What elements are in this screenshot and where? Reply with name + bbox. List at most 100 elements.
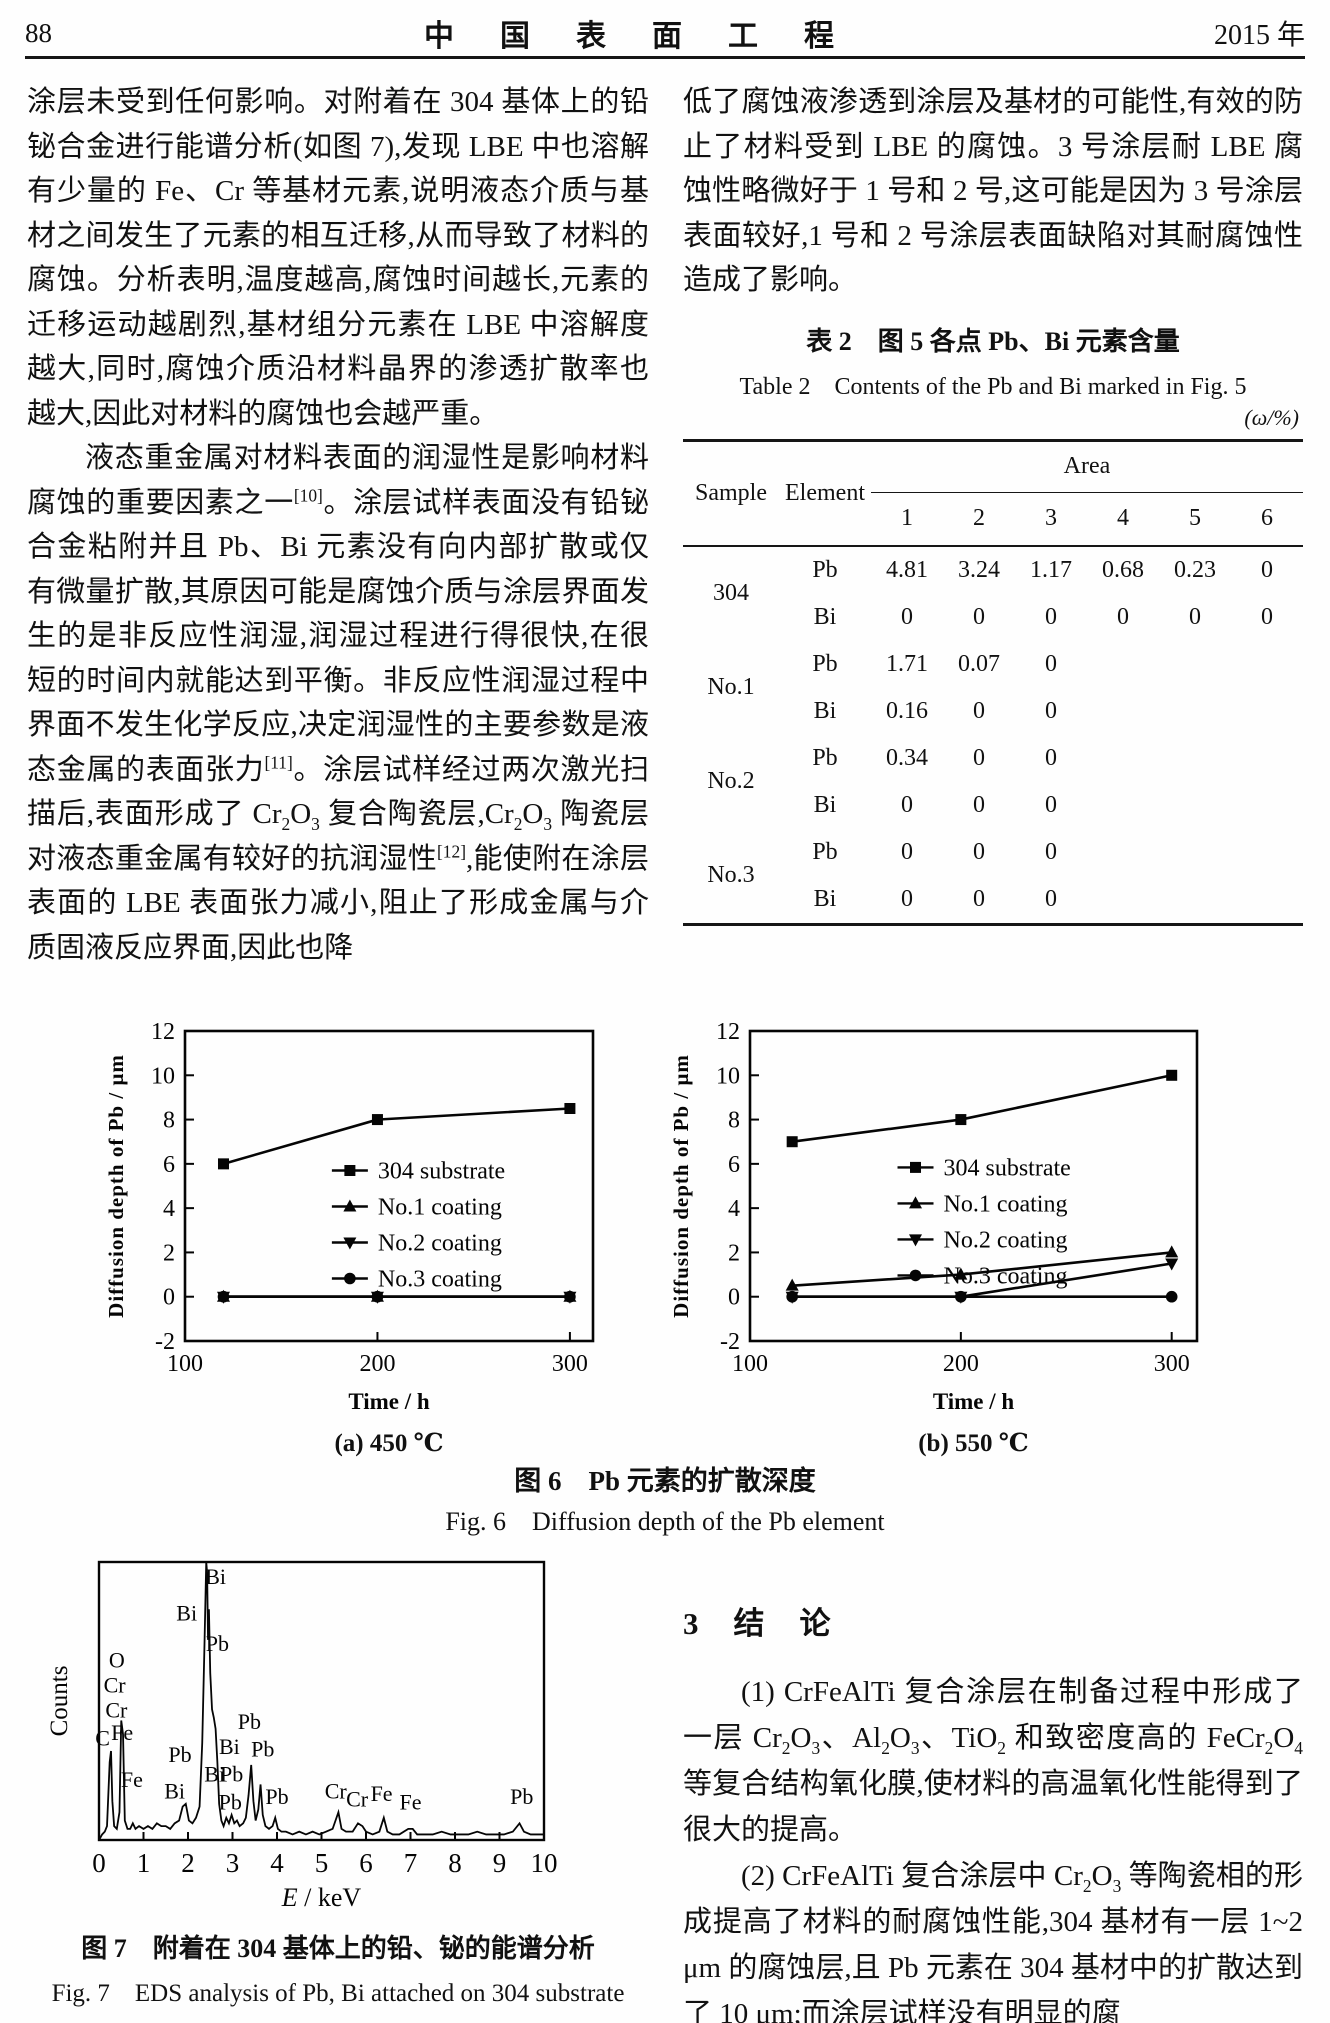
- table-row: No.1 Pb 1.71 0.07 0: [683, 641, 1303, 701]
- value-cell: 3.24: [958, 556, 1000, 583]
- peak-label: Bi: [176, 1600, 197, 1625]
- body-paragraph: 低了腐蚀液渗透到涂层及基材的可能性,有效的防止了材料受到 LBE 的腐蚀。3 号…: [683, 86, 1303, 296]
- col-header-area-5: 5: [1159, 492, 1231, 547]
- x-tick-label: 5: [315, 1848, 329, 1878]
- page-number: 88: [25, 17, 52, 48]
- table-header-row: 1 2 3 4 5 6: [683, 492, 1303, 547]
- text-segment: (1) CrFeAlTi 复合涂层在制备过程中形成了一层 Cr: [683, 1676, 1303, 1754]
- x-tick-label: 1: [137, 1848, 151, 1878]
- sample-cell: 304: [713, 580, 749, 606]
- chemical-subscript: 4: [1294, 1737, 1303, 1758]
- figure6-caption-zh: 图 6 Pb 元素的扩散深度: [514, 1466, 816, 1496]
- marker-square: [564, 1103, 576, 1114]
- chemical-subscript: 3: [910, 1737, 920, 1758]
- value-cell: [1087, 641, 1159, 688]
- table2-title-zh: 表 2 图 5 各点 Pb、Bi 元素含量: [806, 326, 1180, 356]
- value-cell: 1.17: [1030, 556, 1072, 583]
- value-cell: 0: [973, 791, 985, 818]
- value-cell: [1159, 641, 1231, 688]
- value-cell: [1159, 782, 1231, 829]
- y-tick-label: 12: [151, 1019, 175, 1045]
- value-cell: [1159, 735, 1231, 782]
- table2-unit: (ω/%): [1244, 404, 1299, 430]
- col-header-area-1: 1: [871, 492, 943, 547]
- x-tick-label: 4: [270, 1848, 284, 1878]
- y-tick-label: 4: [728, 1196, 740, 1222]
- peak-label: C: [95, 1725, 110, 1750]
- table2-title-en: Table 2 Contents of the Pb and Bi marked…: [739, 373, 1247, 400]
- table-row: Bi 0 0 0: [683, 876, 1303, 925]
- sample-cell: No.3: [707, 862, 755, 888]
- body-paragraph: 涂层未受到任何影响。对附着在 304 基体上的铅铋合金进行能谱分析(如图 7),…: [27, 86, 649, 430]
- sample-cell: No.1: [707, 674, 755, 700]
- x-tick-label: 300: [552, 1351, 588, 1377]
- marker-triangle-up: [785, 1278, 799, 1291]
- figure6a-subcaption: (a) 450 ℃: [334, 1430, 444, 1457]
- chemical-subscript: 2: [513, 813, 523, 834]
- chemical-subscript: 3: [311, 813, 320, 834]
- value-cell: [1231, 641, 1303, 688]
- y-tick-label: 0: [163, 1285, 175, 1311]
- body-paragraph: 液态重金属对材料表面的润湿性是影响材料腐蚀的重要因素之一[10]。涂层试样表面没…: [27, 436, 649, 970]
- data-line: [223, 1107, 570, 1166]
- value-cell: 0: [1045, 603, 1057, 630]
- marker-triangle-up: [1165, 1245, 1179, 1258]
- element-cell: Pb: [812, 838, 838, 865]
- text-segment: (2) CrFeAlTi 复合涂层中 Cr: [741, 1860, 1083, 1892]
- plot-frame: [748, 1029, 1199, 1343]
- value-cell: 0: [901, 791, 913, 818]
- y-axis-label: Counts: [49, 1666, 73, 1737]
- text-segment: 。涂层试样经过两次激光扫描后,表面形成了 Cr: [27, 753, 649, 831]
- text-segment: O: [889, 1722, 911, 1754]
- legend-label: No.1 coating: [378, 1195, 502, 1221]
- marker-square: [344, 1165, 356, 1176]
- text-segment: 等陶瓷相的形成提高了材料的耐腐蚀性能,304 基材有一层 1~2 μm 的腐蚀层…: [683, 1860, 1303, 2023]
- conclusion-paragraph-1: (1) CrFeAlTi 复合涂层在制备过程中形成了一层 Cr2O3、Al2O3…: [683, 1669, 1303, 1853]
- marker-square: [371, 1114, 383, 1126]
- legend-label: No.3 coating: [944, 1263, 1068, 1289]
- col-header-sample: Sample: [683, 440, 779, 547]
- y-tick-label: 2: [728, 1240, 740, 1266]
- text-segment: 和致密度高的 FeCr: [1005, 1722, 1265, 1754]
- peak-label: Bi: [219, 1734, 240, 1759]
- peak-label: Pb: [265, 1784, 288, 1809]
- value-cell: 0: [1189, 603, 1201, 630]
- x-tick-label: 8: [448, 1848, 462, 1878]
- x-tick-label: 7: [404, 1848, 418, 1878]
- value-cell: [1231, 876, 1303, 925]
- value-cell: 1.71: [886, 650, 928, 677]
- peak-label: Fe: [400, 1789, 422, 1814]
- text-segment: O: [1091, 1860, 1113, 1892]
- sample-cell: No.2: [707, 768, 755, 794]
- y-tick-label: 8: [163, 1108, 175, 1134]
- value-cell: 0.34: [886, 744, 928, 771]
- value-cell: 0: [901, 603, 913, 630]
- table-row: No.2 Pb 0.34 0 0: [683, 735, 1303, 795]
- value-cell: [1087, 876, 1159, 925]
- figure6a: -2 0 2 4 6 8 10 12 100 200 300 Diffusion depth of P…: [93, 1017, 685, 1458]
- value-cell: 0: [901, 838, 913, 865]
- col-header-area-2: 2: [943, 492, 1015, 547]
- peak-label: Bi: [164, 1778, 185, 1803]
- y-tick-label: 10: [716, 1063, 740, 1089]
- peak-label: Cr: [325, 1778, 348, 1803]
- text-segment: O: [290, 798, 312, 830]
- text-segment: 、Al: [820, 1722, 882, 1754]
- peak-label: Pb: [251, 1737, 274, 1762]
- right-column: 低了腐蚀液渗透到涂层及基材的可能性,有效的防止了材料受到 LBE 的腐蚀。3 号…: [683, 80, 1303, 926]
- peak-label: Fe: [371, 1781, 393, 1806]
- table2-head: Sample Element Area 1 2 3 4 5 6: [683, 440, 1303, 547]
- peak-label: Bi: [205, 1564, 226, 1589]
- value-cell: [1231, 782, 1303, 829]
- text-segment: 液态重金属对材料表面的润湿性是影响材料腐蚀的重要因素之一: [27, 442, 649, 519]
- reference-superscript: [12]: [437, 840, 466, 861]
- x-tick-label: 100: [732, 1351, 768, 1377]
- value-cell: [1087, 688, 1159, 735]
- figure7-caption-en: Fig. 7 EDS analysis of Pb, Bi attached o…: [51, 1980, 625, 2007]
- value-cell: 0: [1045, 885, 1057, 912]
- plot-frame: [183, 1029, 595, 1343]
- col-header-element: Element: [779, 440, 871, 547]
- x-tick-label: 200: [359, 1351, 395, 1377]
